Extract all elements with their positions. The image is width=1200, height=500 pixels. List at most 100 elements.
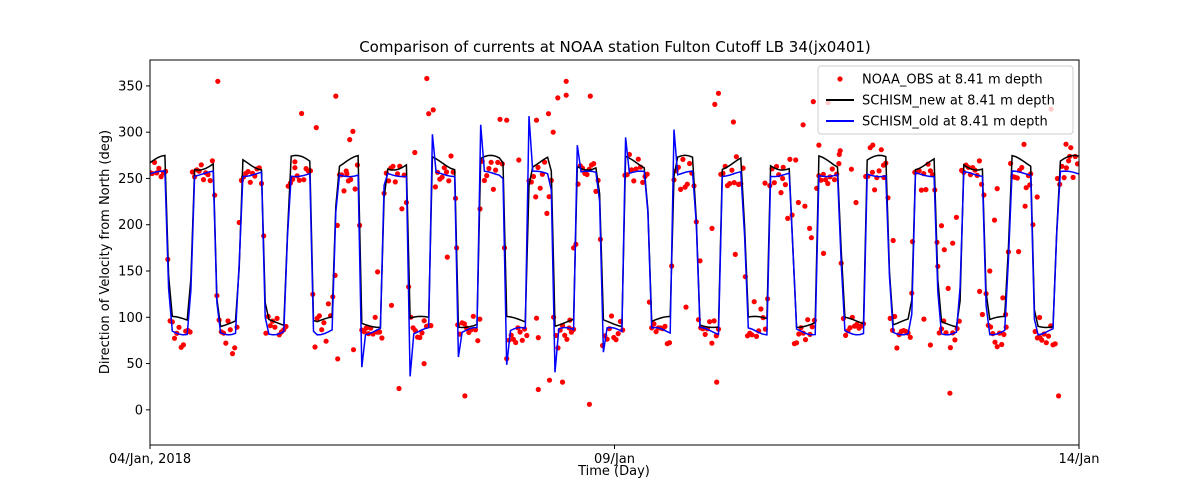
obs-point (586, 401, 593, 407)
obs-point (707, 319, 713, 325)
legend-box (817, 65, 1074, 135)
obs-point (245, 169, 251, 175)
obs-point (680, 156, 686, 162)
obs-point (712, 101, 718, 107)
obs-point (350, 128, 356, 134)
obs-point (272, 324, 278, 330)
obs-point (615, 331, 621, 337)
obs-point (564, 336, 570, 342)
obs-point (794, 340, 800, 346)
obs-point (316, 313, 322, 319)
obs-point (348, 176, 354, 183)
obs-point (335, 356, 341, 362)
obs-point (709, 340, 715, 346)
obs-point (544, 210, 550, 216)
obs-point (918, 187, 925, 193)
obs-point (341, 188, 347, 194)
legend-marker (837, 76, 843, 82)
obs-point (1056, 393, 1062, 399)
obs-point (683, 304, 689, 310)
x-tick-label: 14/Jan (1059, 452, 1100, 467)
obs-point (878, 147, 884, 153)
obs-point (847, 325, 853, 331)
obs-point (753, 333, 760, 339)
y-tick-label: 250 (118, 172, 143, 187)
series-schism-old-line (150, 116, 1079, 377)
y-tick-label: 150 (118, 265, 143, 280)
y-axis-label: Direction of Velocity from North (deg) (98, 130, 113, 374)
obs-point (653, 329, 659, 335)
obs-point (666, 340, 673, 346)
obs-point (872, 187, 878, 193)
obs-point (377, 329, 383, 335)
obs-point (323, 338, 329, 344)
obs-point (1063, 165, 1069, 171)
obs-point (709, 225, 715, 231)
obs-point (1022, 203, 1028, 209)
obs-point (731, 180, 737, 186)
obs-point (441, 165, 447, 171)
obs-point (417, 334, 423, 341)
obs-point (927, 168, 934, 174)
x-axis-label: Time (Day) (577, 464, 650, 479)
obs-point (593, 188, 599, 194)
obs-point (994, 344, 1000, 350)
obs-point (535, 164, 541, 170)
obs-point (524, 332, 530, 339)
obs-point (808, 235, 815, 241)
obs-point (1061, 175, 1067, 181)
obs-point (533, 315, 540, 321)
obs-point (787, 156, 793, 162)
obs-point (762, 180, 768, 186)
y-tick-label: 300 (118, 126, 143, 141)
obs-point (1016, 249, 1022, 255)
obs-point (1063, 141, 1069, 147)
obs-point (785, 215, 791, 221)
obs-point (443, 169, 450, 175)
obs-point (805, 317, 811, 323)
obs-point (267, 323, 273, 329)
obs-point (537, 185, 543, 191)
obs-point (546, 377, 553, 383)
obs-point (816, 142, 822, 148)
obs-point (1001, 331, 1007, 338)
obs-point (419, 330, 425, 336)
obs-point (347, 137, 353, 143)
obs-point (869, 169, 876, 175)
obs-point (428, 323, 434, 329)
obs-point (780, 164, 786, 170)
obs-point (587, 93, 593, 99)
obs-point (176, 324, 182, 330)
obs-point (854, 321, 860, 327)
obs-point (894, 345, 900, 351)
obs-point (749, 332, 755, 338)
obs-point (999, 341, 1005, 348)
obs-point (519, 337, 525, 343)
obs-point (209, 158, 215, 164)
legend-label: SCHISM_old at 8.41 m depth (862, 115, 1048, 130)
obs-point (375, 269, 381, 275)
obs-point (533, 194, 539, 200)
obs-point (640, 179, 646, 185)
obs-point (796, 331, 802, 337)
obs-point (758, 306, 764, 312)
obs-point (344, 171, 350, 177)
obs-point (1070, 174, 1076, 180)
obs-point (187, 329, 193, 335)
obs-point (802, 337, 809, 343)
obs-point (1043, 340, 1049, 346)
obs-point (274, 315, 280, 321)
obs-point (493, 167, 499, 173)
obs-point (171, 335, 178, 341)
obs-point (470, 313, 476, 319)
obs-point (727, 181, 733, 187)
obs-point (818, 177, 824, 183)
obs-point (207, 178, 213, 184)
obs-point (481, 177, 487, 184)
obs-point (795, 199, 802, 206)
obs-point (635, 156, 641, 162)
obs-point (1034, 194, 1040, 200)
obs-point (516, 157, 522, 163)
obs-point (392, 179, 398, 185)
obs-point (247, 179, 253, 185)
